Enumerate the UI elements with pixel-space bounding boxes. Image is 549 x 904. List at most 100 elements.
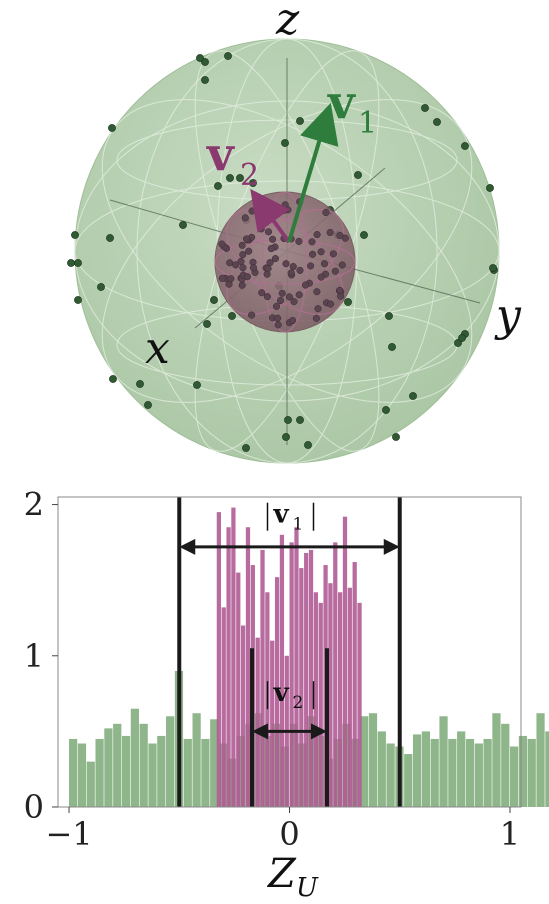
green-bar	[412, 734, 422, 807]
inner-point	[272, 302, 281, 310]
x-axis-label: Z U	[266, 851, 319, 903]
range-annotations: v 1v 2	[179, 500, 400, 740]
purple-bar	[333, 542, 338, 807]
inner-point	[337, 292, 345, 300]
outer-point	[226, 174, 234, 182]
green-bar	[483, 738, 492, 807]
green-bar	[377, 731, 386, 807]
green-bar	[430, 738, 439, 807]
purple-bar	[347, 587, 352, 807]
y-tick-label: 0	[24, 788, 44, 826]
inner-point	[281, 201, 289, 209]
svg-text:v: v	[327, 75, 356, 129]
purple-bar	[304, 552, 309, 807]
purple-bar	[236, 572, 241, 807]
outer-point	[109, 375, 117, 383]
outer-point	[108, 124, 116, 132]
outer-point	[224, 52, 232, 60]
inner-point	[248, 207, 256, 215]
outer-point	[144, 401, 152, 409]
purple-bar	[342, 516, 348, 807]
purple-bar	[328, 583, 333, 807]
inner-point	[266, 259, 274, 267]
purple-bar	[216, 512, 221, 807]
outer-point	[304, 441, 312, 449]
outer-point	[489, 264, 497, 272]
outer-point	[228, 312, 236, 320]
outer-point	[388, 343, 396, 351]
outer-point	[409, 392, 417, 400]
green-bar	[333, 738, 342, 807]
purple-bar	[226, 527, 231, 807]
inner-point	[289, 316, 297, 325]
green-bar	[69, 738, 78, 807]
inner-point	[326, 300, 335, 308]
purple-bar	[245, 527, 251, 807]
inner-point	[258, 289, 266, 297]
inner-point	[313, 231, 321, 239]
inner-point	[295, 237, 303, 245]
inner-point	[267, 245, 275, 253]
inner-point	[307, 262, 315, 270]
outer-point	[210, 296, 218, 304]
outer-point	[106, 234, 114, 242]
green-bar	[527, 738, 536, 807]
outer-point	[249, 179, 257, 187]
outer-point	[360, 231, 368, 239]
outer-point	[282, 433, 290, 441]
inner-point	[241, 214, 249, 222]
green-bar	[536, 713, 545, 807]
inner-point	[256, 219, 265, 227]
annotation-label: v	[273, 678, 290, 708]
outer-point	[236, 174, 244, 182]
inner-point	[269, 235, 277, 243]
inner-point	[238, 281, 246, 289]
outer-point	[382, 406, 390, 414]
purple-bar	[255, 637, 260, 807]
green-bar	[183, 738, 192, 807]
inner-point	[317, 248, 325, 256]
y-tick-label: 2	[24, 486, 44, 524]
inner-point	[336, 286, 344, 294]
inner-point	[287, 269, 295, 277]
purple-bar	[294, 527, 299, 807]
green-bar	[113, 723, 122, 807]
inner-point	[276, 296, 285, 305]
annotation-label: v	[273, 500, 290, 530]
outer-point	[281, 139, 289, 147]
purple-bar	[274, 577, 280, 807]
vector-v1-arrow	[287, 102, 339, 243]
green-bar	[457, 731, 466, 807]
green-bar	[130, 708, 139, 807]
outer-point	[74, 259, 82, 267]
green-bar	[501, 723, 510, 807]
green-bar	[360, 716, 369, 807]
inner-point	[245, 247, 253, 255]
green-bar	[210, 719, 219, 807]
green-bar	[448, 738, 457, 807]
svg-text:2: 2	[240, 158, 259, 193]
outer-point	[461, 142, 469, 150]
inner-point	[270, 207, 278, 215]
inner-point	[239, 251, 247, 259]
svg-text:v: v	[206, 127, 235, 181]
sphere-panel: z y x v 1 v 2	[67, 0, 522, 464]
svg-text:1: 1	[358, 106, 377, 141]
inner-point	[243, 273, 251, 281]
green-bar	[192, 713, 201, 807]
outer-point	[196, 54, 204, 62]
outer-point	[136, 380, 144, 388]
inner-point	[238, 241, 246, 249]
inner-point	[226, 259, 234, 267]
inner-point	[218, 240, 226, 248]
inner-point	[308, 238, 316, 246]
purple-bar	[289, 542, 294, 807]
purple-bar	[299, 568, 304, 807]
x-tick-label: 1	[500, 815, 520, 853]
range-arrow-head	[383, 538, 400, 555]
outer-point	[385, 312, 393, 320]
green-bar	[95, 738, 104, 807]
inner-point	[320, 260, 329, 268]
green-bar	[121, 735, 131, 807]
inner-point	[336, 231, 344, 239]
